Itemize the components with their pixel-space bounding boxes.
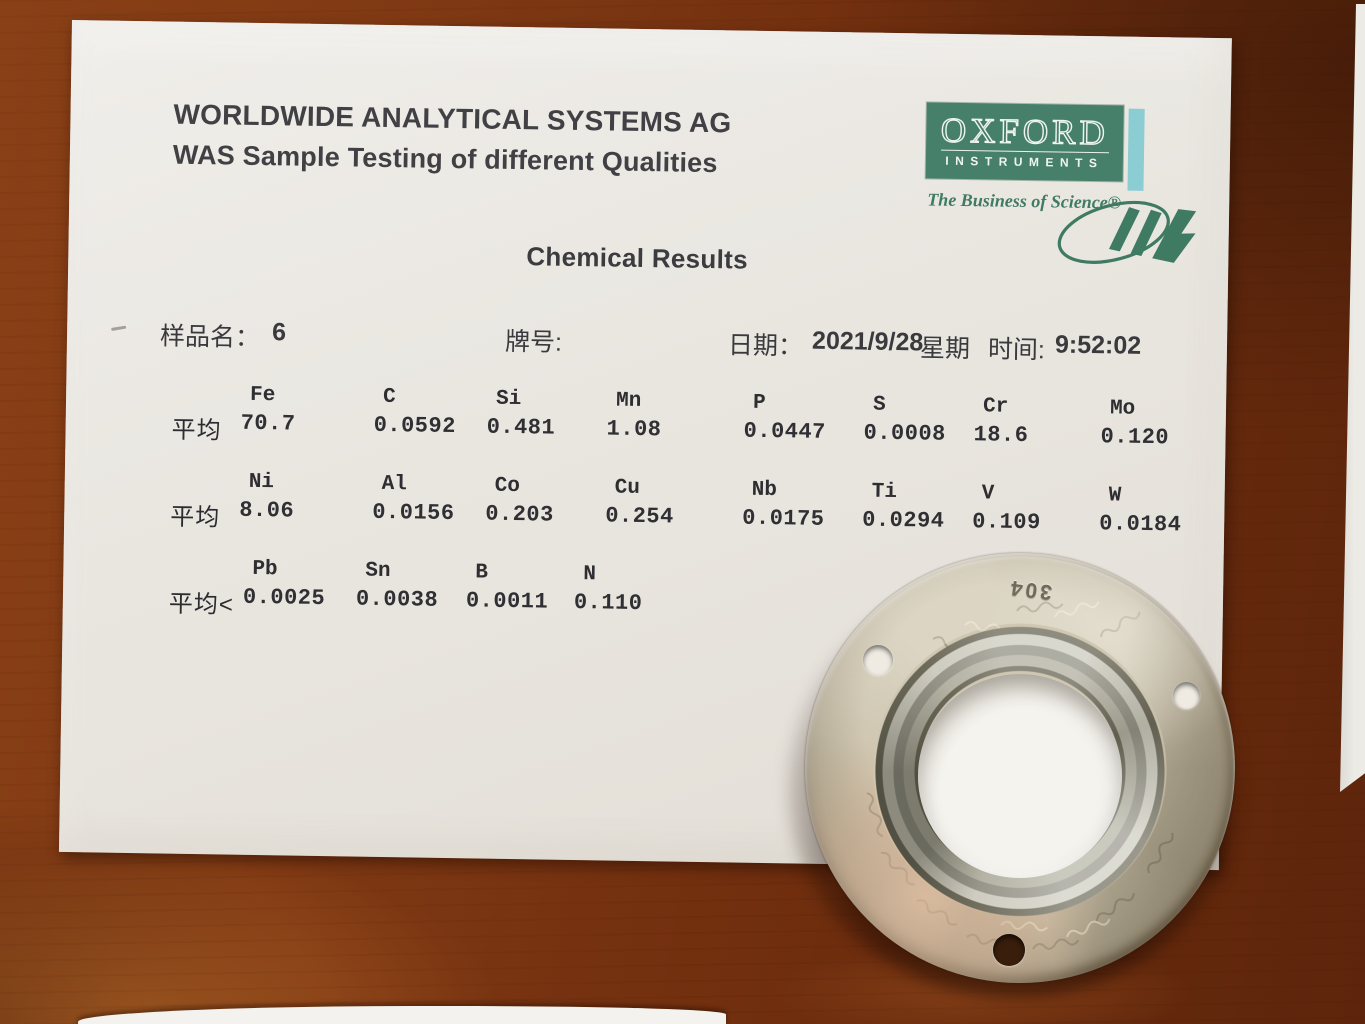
report-title: Chemical Results	[526, 241, 749, 275]
element-symbol: Mn	[615, 389, 642, 413]
element-symbol: W	[1108, 484, 1122, 508]
oxford-sub-text: INSTRUMENTS	[945, 153, 1104, 171]
table-corner-spacer	[169, 557, 243, 585]
date-label: 日期：	[727, 331, 804, 361]
report-paper: WORLDWIDE ANALYTICAL SYSTEMS AG WAS Samp…	[58, 20, 1232, 871]
element-value: 0.203	[485, 501, 554, 528]
bolt-hole-bottom	[993, 934, 1025, 966]
element-symbol: Al	[381, 472, 408, 497]
bolt-hole-top-left	[863, 645, 893, 675]
ring-bore	[918, 674, 1122, 878]
element-symbol: Ti	[871, 480, 898, 505]
element-symbol: C	[382, 385, 396, 410]
element-value: 0.0025	[242, 584, 326, 612]
element-value: 8.06	[239, 497, 295, 524]
element-value: 0.0592	[373, 412, 457, 440]
element-value: 0.0294	[862, 507, 945, 534]
element-symbol: N	[583, 563, 597, 587]
element-value: 70.7	[240, 410, 296, 437]
results-row-group-1: Fe C Si Mn P S Cr Mo 平均 70.7 0.0592 0.481 1.08 0.0447…	[171, 383, 1231, 456]
element-value: 0.0184	[1099, 511, 1182, 538]
oxford-brand-text: OXFORD	[940, 110, 1110, 153]
element-symbol: Mo	[1109, 397, 1136, 421]
element-symbol: Cr	[982, 395, 1009, 419]
element-symbol: Co	[494, 474, 521, 499]
grade-label: 牌号:	[504, 327, 563, 357]
element-value: 1.08	[606, 416, 662, 443]
sample-name-value: 6	[271, 318, 287, 347]
steel-flange-ring: 304	[805, 553, 1235, 983]
element-value: 0.254	[605, 503, 674, 530]
element-value: 0.0175	[742, 505, 825, 532]
element-symbol: Nb	[751, 478, 778, 503]
sample-info-row: 样品名： 6 牌号: 日期： 2021/9/28 星期 时间: 9:52:02	[67, 315, 1227, 369]
element-symbol: Si	[495, 387, 522, 412]
element-value: 0.0038	[355, 586, 439, 613]
element-symbol: P	[752, 391, 766, 415]
sample-name-label: 样品名：	[159, 322, 261, 352]
element-value: 18.6	[973, 422, 1029, 449]
report-subject: WAS Sample Testing of different Qualitie…	[172, 139, 718, 179]
time-label: 时间:	[987, 335, 1046, 365]
element-value: 0.120	[1100, 424, 1170, 451]
element-value: 0.109	[972, 509, 1041, 536]
average-row-label: 平均	[169, 503, 221, 532]
date-value: 2021/9/28	[811, 326, 924, 357]
element-value: 0.0011	[465, 588, 549, 615]
weekday-label: 星期	[919, 334, 971, 364]
time-value: 9:52:02	[1054, 330, 1142, 360]
results-row-group-2: Ni Al Co Cu Nb Ti V W 平均 8.06 0.0156 0.203 0.254 0.01…	[170, 470, 1230, 543]
element-value: 0.110	[573, 589, 643, 617]
table-corner-spacer	[171, 470, 240, 498]
average-row-label: 平均<	[168, 590, 235, 619]
average-row-label: 平均	[171, 416, 222, 445]
oxford-logo: OXFORD INSTRUMENTS	[925, 102, 1124, 182]
element-symbol: B	[475, 561, 489, 585]
element-value: 0.0156	[372, 499, 455, 527]
element-symbol: V	[981, 482, 995, 506]
company-header: WORLDWIDE ANALYTICAL SYSTEMS AG WAS Samp…	[173, 94, 732, 185]
element-symbol: S	[872, 393, 886, 417]
element-symbol: Pb	[252, 557, 278, 582]
oxford-accent-bar	[1127, 108, 1145, 191]
element-value: 0.0447	[743, 418, 827, 445]
element-symbol: Fe	[249, 383, 276, 408]
bolt-hole-right	[1173, 682, 1200, 709]
element-symbol: Cu	[614, 476, 641, 500]
element-symbol: Sn	[365, 559, 391, 584]
element-symbol: Ni	[248, 470, 275, 495]
element-value: 0.481	[486, 414, 556, 441]
table-corner-spacer	[172, 383, 241, 411]
results-row-group-3: Pb Sn B N 平均< 0.0025 0.0038 0.0011 0.110	[169, 557, 695, 621]
was-logo	[1057, 200, 1197, 264]
element-value: 0.0008	[863, 420, 947, 447]
